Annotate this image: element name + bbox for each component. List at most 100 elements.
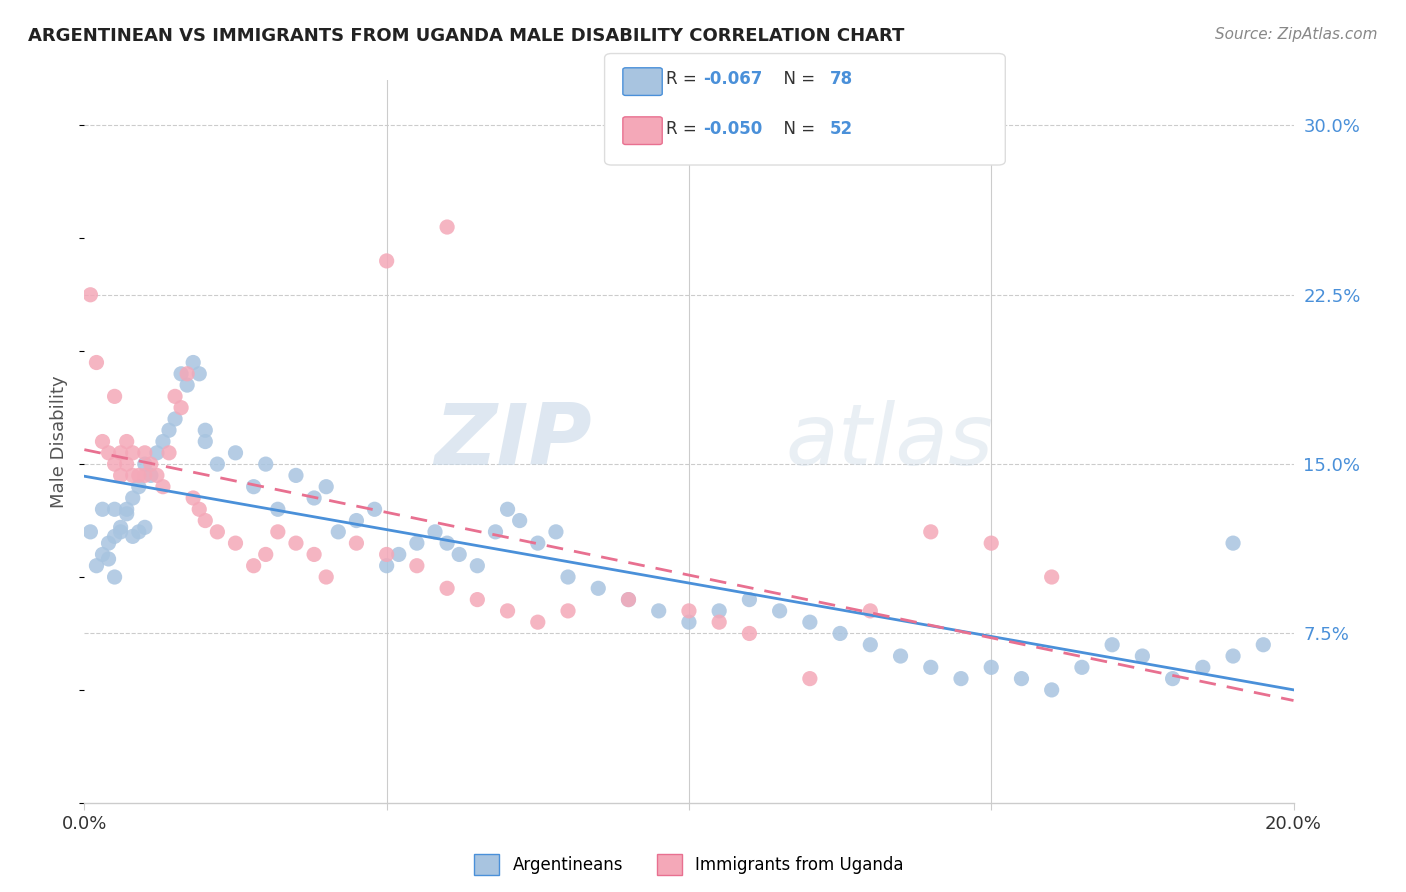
Point	[484, 524, 506, 539]
Point	[115, 434, 138, 449]
Point	[799, 615, 821, 630]
Point	[920, 524, 942, 539]
Point	[527, 615, 550, 630]
Point	[267, 524, 290, 539]
Point	[1071, 660, 1094, 674]
Point	[104, 389, 127, 403]
Point	[104, 502, 127, 516]
Point	[170, 367, 193, 381]
Point	[388, 548, 411, 562]
Point	[104, 457, 127, 471]
Point	[617, 592, 640, 607]
Point	[859, 604, 882, 618]
Point	[1101, 638, 1123, 652]
Point	[207, 524, 229, 539]
Point	[254, 548, 277, 562]
Point	[406, 536, 429, 550]
Point	[467, 592, 489, 607]
Point	[859, 638, 882, 652]
Point	[194, 434, 217, 449]
Point	[176, 367, 198, 381]
Point	[157, 423, 180, 437]
Point	[738, 592, 761, 607]
Point	[97, 536, 120, 550]
Point	[423, 524, 446, 539]
Point	[152, 480, 174, 494]
Point	[709, 615, 731, 630]
Point	[110, 520, 132, 534]
Point	[1130, 648, 1153, 663]
Point	[436, 220, 458, 235]
Point	[980, 660, 1002, 674]
Point	[588, 582, 610, 596]
Point	[91, 434, 114, 449]
Point	[110, 446, 132, 460]
Point	[242, 480, 264, 494]
Point	[890, 648, 912, 663]
Point	[769, 604, 792, 618]
Point	[1222, 648, 1244, 663]
Point	[285, 536, 308, 550]
Point	[165, 412, 187, 426]
Point	[79, 524, 101, 539]
Point	[267, 502, 290, 516]
Text: ZIP: ZIP	[434, 400, 592, 483]
Point	[146, 468, 169, 483]
Point	[79, 287, 101, 301]
Point	[110, 468, 132, 483]
Point	[110, 524, 132, 539]
Point	[544, 524, 567, 539]
Point	[496, 502, 519, 516]
Point	[104, 570, 127, 584]
Point	[830, 626, 852, 640]
Point	[527, 536, 550, 550]
Point	[86, 355, 108, 369]
Point	[104, 529, 127, 543]
Point	[254, 457, 277, 471]
Point	[557, 604, 579, 618]
Point	[165, 389, 187, 403]
Point	[449, 548, 471, 562]
Point	[139, 457, 162, 471]
Point	[134, 520, 156, 534]
Point	[617, 592, 640, 607]
Point	[315, 570, 337, 584]
Point	[188, 367, 211, 381]
Point	[375, 548, 398, 562]
Point	[709, 604, 731, 618]
Text: atlas: atlas	[786, 400, 994, 483]
Text: N =: N =	[773, 120, 821, 138]
Point	[128, 524, 150, 539]
Point	[1192, 660, 1215, 674]
Point	[406, 558, 429, 573]
Point	[225, 536, 247, 550]
Point	[121, 491, 143, 505]
Point	[678, 615, 700, 630]
Point	[375, 558, 398, 573]
Point	[375, 253, 398, 268]
Point	[121, 529, 143, 543]
Point	[128, 480, 150, 494]
Legend: Argentineans, Immigrants from Uganda: Argentineans, Immigrants from Uganda	[468, 847, 910, 881]
Point	[302, 548, 325, 562]
Point	[557, 570, 579, 584]
Point	[950, 672, 973, 686]
Point	[86, 558, 108, 573]
Point	[139, 468, 162, 483]
Y-axis label: Male Disability: Male Disability	[51, 376, 69, 508]
Point	[1040, 570, 1063, 584]
Point	[1040, 682, 1063, 697]
Point	[1011, 672, 1033, 686]
Point	[1222, 536, 1244, 550]
Point	[194, 514, 217, 528]
Point	[363, 502, 385, 516]
Point	[97, 446, 120, 460]
Point	[176, 378, 198, 392]
Text: Source: ZipAtlas.com: Source: ZipAtlas.com	[1215, 27, 1378, 42]
Text: 52: 52	[830, 120, 852, 138]
Point	[346, 536, 368, 550]
Point	[1253, 638, 1275, 652]
Point	[152, 434, 174, 449]
Point	[91, 548, 114, 562]
Point	[115, 457, 138, 471]
